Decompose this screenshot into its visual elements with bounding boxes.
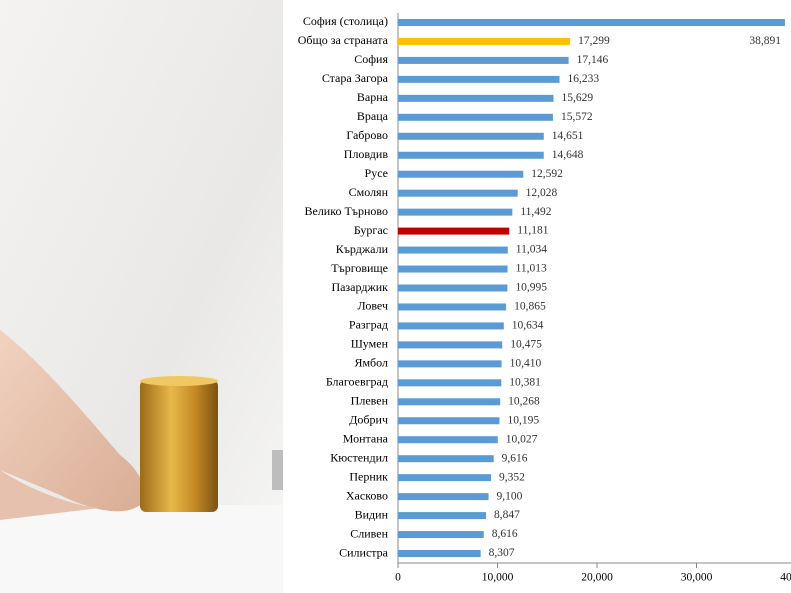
y-tick-label: Добрич xyxy=(349,413,388,427)
bar xyxy=(398,550,481,558)
bar xyxy=(398,417,500,425)
value-label: 12,028 xyxy=(526,187,558,199)
bar xyxy=(398,208,513,216)
value-label: 8,847 xyxy=(494,509,520,521)
value-label: 10,410 xyxy=(510,358,542,370)
value-label: 10,381 xyxy=(509,376,541,388)
value-label: 11,013 xyxy=(516,263,547,275)
value-label: 10,865 xyxy=(514,301,546,313)
y-tick-label: Пазарджик xyxy=(331,280,388,294)
bar xyxy=(398,37,571,45)
bar xyxy=(398,474,492,482)
value-label: 12,592 xyxy=(531,168,563,180)
value-label: 8,616 xyxy=(492,528,518,540)
bar xyxy=(398,56,569,64)
bar xyxy=(398,512,487,520)
y-tick-label: Ямбол xyxy=(354,356,388,370)
bar xyxy=(398,18,785,26)
bar xyxy=(398,436,498,444)
value-label: 11,492 xyxy=(520,206,551,218)
value-label: 10,195 xyxy=(507,414,539,426)
y-tick-label: Бургас xyxy=(354,223,388,237)
y-tick-label: Хасково xyxy=(346,488,388,502)
value-label: 14,651 xyxy=(552,130,584,142)
y-tick-label: Монтана xyxy=(343,431,389,445)
bar xyxy=(398,189,518,197)
y-tick-label: София xyxy=(354,52,388,66)
bar xyxy=(398,493,489,501)
bar xyxy=(398,455,494,463)
bar xyxy=(398,360,502,368)
y-tick-label: Сливен xyxy=(350,526,388,540)
y-tick-label: Враца xyxy=(357,109,389,123)
y-tick-label: Стара Загора xyxy=(322,71,389,85)
y-tick-label: Смолян xyxy=(349,185,389,199)
y-tick-label: Общо за страната xyxy=(298,33,389,47)
y-tick-label: Габрово xyxy=(346,128,388,142)
y-tick-label: Варна xyxy=(357,90,389,104)
value-label: 10,634 xyxy=(512,320,544,332)
value-label: 38,891 xyxy=(749,35,781,47)
bar xyxy=(398,170,524,178)
x-tick-label: 40,000 xyxy=(780,572,791,584)
bar xyxy=(398,303,507,311)
bar xyxy=(398,531,484,539)
photo xyxy=(0,0,283,593)
bar xyxy=(398,246,508,254)
y-tick-label: Търговище xyxy=(331,261,388,275)
value-label: 11,034 xyxy=(516,244,547,256)
bar xyxy=(398,398,501,406)
x-tick-label: 20,000 xyxy=(581,572,613,584)
value-label: 16,233 xyxy=(568,73,600,85)
bar xyxy=(398,132,544,140)
value-label: 9,352 xyxy=(499,471,525,483)
value-label: 8,307 xyxy=(489,547,515,559)
y-tick-label: Кюстендил xyxy=(330,450,388,464)
y-tick-label: Разград xyxy=(349,318,388,332)
y-tick-label: Плевен xyxy=(351,394,389,408)
bar xyxy=(398,75,560,83)
x-tick-label: 30,000 xyxy=(681,572,713,584)
y-tick-label: Шумен xyxy=(351,337,389,351)
y-tick-label: Русе xyxy=(365,166,388,180)
y-tick-label: Благоевград xyxy=(326,375,388,389)
value-label: 11,181 xyxy=(517,225,548,237)
y-tick-label: Силистра xyxy=(339,545,389,559)
bar xyxy=(398,379,502,387)
bar xyxy=(398,265,508,273)
value-label: 10,475 xyxy=(510,339,542,351)
y-tick-label: Видин xyxy=(355,507,389,521)
bar xyxy=(398,341,503,349)
bar xyxy=(398,284,508,292)
y-tick-label: София (столица) xyxy=(303,14,388,28)
value-label: 15,629 xyxy=(562,92,594,104)
y-tick-label: Ловеч xyxy=(358,299,389,313)
value-label: 17,146 xyxy=(577,54,609,66)
value-label: 9,100 xyxy=(497,490,523,502)
y-tick-label: Перник xyxy=(349,469,388,483)
value-label: 17,299 xyxy=(578,35,610,47)
bar xyxy=(398,94,554,102)
value-label: 9,616 xyxy=(502,452,528,464)
x-tick-label: 0 xyxy=(395,572,401,584)
y-tick-label: Кърджали xyxy=(336,242,389,256)
y-tick-label: Пловдив xyxy=(344,147,389,161)
value-label: 14,648 xyxy=(552,149,584,161)
x-tick-label: 10,000 xyxy=(482,572,514,584)
bar xyxy=(398,113,553,121)
bar xyxy=(398,227,510,235)
value-label: 10,995 xyxy=(515,282,547,294)
value-label: 10,268 xyxy=(508,395,540,407)
value-label: 10,027 xyxy=(506,433,538,445)
y-tick-label: Велико Търново xyxy=(304,204,388,218)
value-label: 15,572 xyxy=(561,111,593,123)
bar xyxy=(398,322,504,330)
bar xyxy=(398,151,544,159)
